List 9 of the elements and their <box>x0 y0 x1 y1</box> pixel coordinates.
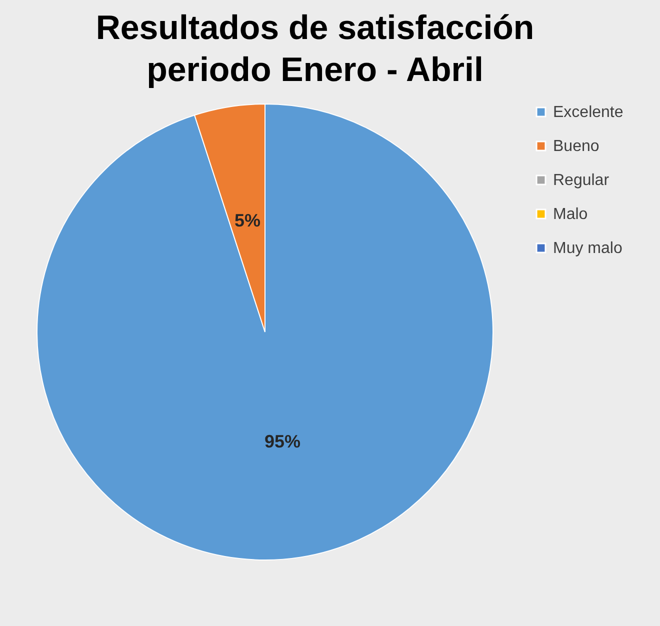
pie-slice <box>36 104 494 560</box>
legend-label: Regular <box>553 172 610 189</box>
data-label: 95% <box>264 432 301 452</box>
legend-label: Muy malo <box>553 240 622 257</box>
legend-label: Bueno <box>553 138 600 155</box>
legend-label: Malo <box>553 206 588 223</box>
data-label: 5% <box>234 210 260 230</box>
chart-title: Resultados de satisfacción periodo Enero - Abril <box>96 9 534 89</box>
legend-label: Excelente <box>553 104 624 121</box>
